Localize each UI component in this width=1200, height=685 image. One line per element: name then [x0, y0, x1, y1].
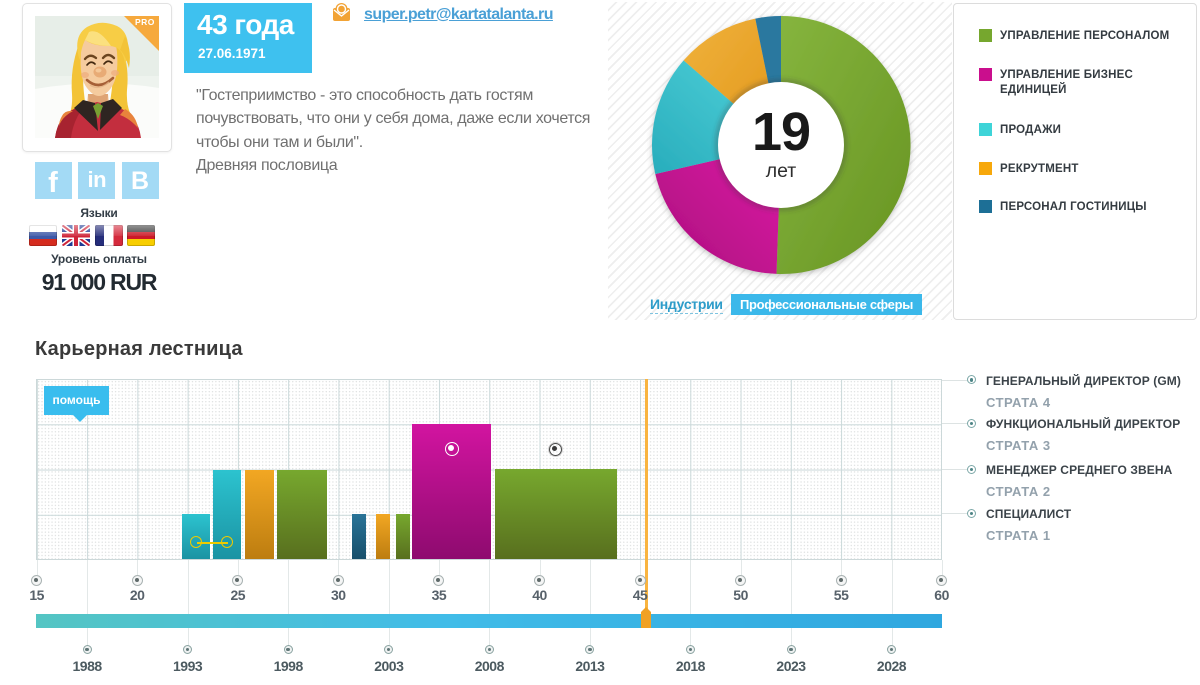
svg-text:PRO: PRO — [135, 17, 155, 27]
